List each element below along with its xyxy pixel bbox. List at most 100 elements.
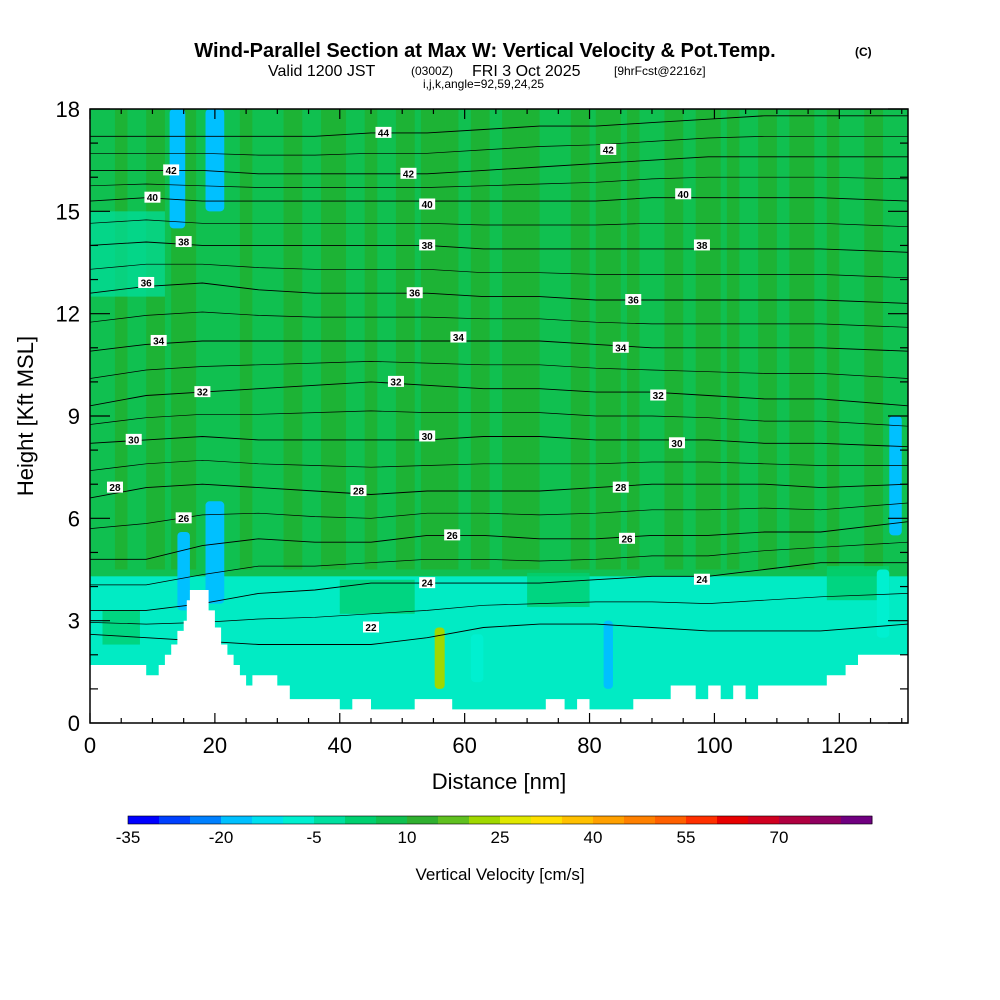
theta-contour-44 (90, 115, 908, 137)
contour-label-box (138, 276, 155, 288)
contour-label-text: 40 (678, 190, 690, 201)
contour-label-box (419, 430, 436, 442)
contour-label: 36 (406, 287, 423, 300)
contour-label-box (693, 573, 710, 585)
contour-label: 28 (612, 481, 629, 494)
contour-label-text: 42 (166, 166, 178, 177)
theta-contour-30 (90, 436, 908, 448)
contour-label-box (650, 389, 667, 401)
colorbar-swatch (624, 816, 656, 824)
contour-label-text: 30 (671, 439, 683, 450)
y-tick-label: 9 (68, 404, 80, 429)
subtitle-valid: Valid 1200 JST (268, 63, 376, 80)
colorbar-swatch (345, 816, 377, 824)
colorbar-swatch (407, 816, 439, 824)
contour-label: 36 (625, 294, 642, 307)
velocity-cell (603, 620, 613, 689)
grid-indices: i,j,k,angle=92,59,24,25 (423, 77, 544, 91)
x-tick-label: 100 (696, 733, 733, 758)
contour-label-text: 40 (422, 200, 434, 211)
contour-label-box (125, 433, 142, 445)
colorbar-tick-label: -35 (116, 828, 141, 847)
colorbar-tick-label: 10 (398, 828, 417, 847)
contour-label-text: 42 (403, 169, 415, 180)
contour-label-box (175, 236, 192, 248)
colorbar-swatch (841, 816, 873, 824)
velocity-cell (205, 501, 225, 604)
contour-label: 32 (650, 389, 667, 402)
y-tick-label: 0 (68, 711, 80, 736)
contour-label-box (362, 621, 379, 633)
x-tick-label: 0 (84, 733, 96, 758)
theta-contour-minor (90, 502, 908, 529)
contour-label: 26 (175, 512, 192, 525)
updraft-streak (364, 109, 378, 570)
x-tick-label: 20 (203, 733, 227, 758)
contour-label-box (163, 164, 180, 176)
contour-label: 42 (163, 164, 180, 177)
colorbar-swatch (810, 816, 842, 824)
colorbar-swatch (221, 816, 253, 824)
colorbar-swatch (283, 816, 315, 824)
theta-contour-minor (90, 459, 908, 471)
y-tick-label: 18 (56, 97, 80, 122)
y-tick-label: 12 (56, 302, 80, 327)
subtitle-forecast: [9hrFcst@2216z] (614, 64, 706, 78)
contour-label: 30 (419, 430, 436, 443)
contour-label: 42 (600, 143, 617, 156)
theta-contour-26 (90, 521, 908, 560)
updraft-streak (420, 109, 446, 570)
contour-label-text: 36 (409, 289, 421, 300)
contour-label-text: 24 (696, 575, 708, 586)
contour-label-text: 26 (621, 534, 633, 545)
colorbar-swatch (655, 816, 687, 824)
colorbar-swatch (469, 816, 501, 824)
contour-label-text: 38 (696, 241, 708, 252)
contour-label: 30 (668, 437, 685, 450)
theta-contour-28 (90, 483, 908, 499)
theta-contour-40 (90, 197, 908, 202)
contour-label-box (675, 188, 692, 200)
theta-contour-22 (90, 623, 908, 645)
contour-label-text: 34 (615, 343, 627, 354)
updraft-streak (321, 109, 347, 570)
colorbar-swatch (593, 816, 625, 824)
contour-label-box (406, 287, 423, 299)
contour-label: 24 (419, 577, 436, 590)
colorbar-tick-label: -5 (306, 828, 321, 847)
contour-label-text: 42 (603, 145, 615, 156)
contour-label-text: 34 (453, 333, 465, 344)
x-axis-label: Distance [nm] (432, 769, 567, 794)
contour-label: 28 (350, 485, 367, 498)
theta-contour-24 (90, 562, 908, 611)
contour-label-box (419, 577, 436, 589)
contour-label-box (194, 386, 211, 398)
theta-contour-34 (90, 340, 908, 352)
contour-label-box (175, 512, 192, 524)
theta-contour-minor (90, 361, 908, 379)
contour-label: 30 (125, 433, 142, 446)
plot-area: 22 24 24 26 26 26 28 28 28 30 30 30 32 32 32 34 34 34 36 36… (90, 109, 908, 723)
theta-contour-36 (90, 282, 908, 304)
theta-contour-minor (90, 135, 908, 156)
theta-contour-minor (90, 541, 908, 586)
updraft-streak (695, 109, 721, 570)
contour-label-box (144, 191, 161, 203)
contour-label-text: 22 (365, 623, 377, 634)
updraft-streak (864, 109, 884, 570)
contour-label-text: 32 (197, 388, 209, 399)
colorbar-swatch (314, 816, 346, 824)
contour-label: 34 (450, 331, 467, 344)
theta-contour-38 (90, 241, 908, 253)
colorbar-frame (127, 815, 873, 825)
colorbar-swatch (748, 816, 780, 824)
contour-label: 32 (194, 386, 211, 399)
colorbar-tick-label: 55 (677, 828, 696, 847)
x-axis-ticks: 0 20 40 60 80 100 120 (84, 109, 903, 758)
chart-title: Wind-Parallel Section at Max W: Vertical… (194, 40, 775, 62)
colorbar-swatch (686, 816, 718, 824)
contour-label-box (444, 529, 461, 541)
colorbar-swatch (717, 816, 749, 824)
contour-label-text: 34 (153, 336, 165, 347)
